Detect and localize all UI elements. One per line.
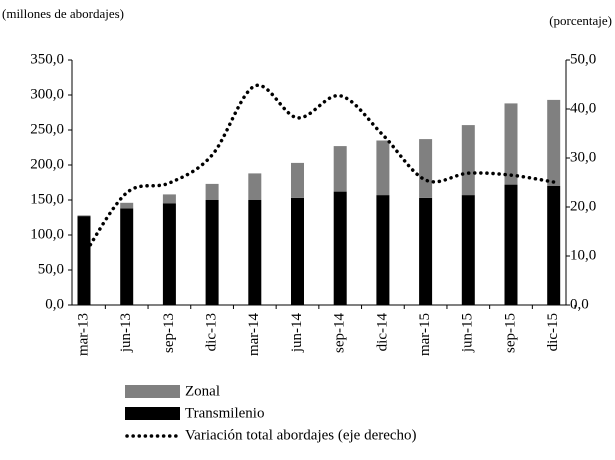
legend-label: Zonal [185, 383, 220, 399]
y-tick-label: 50,0 [38, 261, 64, 277]
bar [77, 216, 91, 305]
bar [291, 197, 304, 305]
y2-tick-label: 20,0 [570, 198, 596, 214]
y2-tick-label: 50,0 [570, 51, 596, 67]
y-tick-label: 300,0 [30, 86, 64, 102]
bar [461, 125, 475, 196]
y-tick-label: 150,0 [30, 191, 64, 207]
x-tick-label: mar-13 [75, 313, 91, 356]
x-tick-label: jun-14 [289, 313, 305, 354]
x-tick-label: mar-14 [246, 313, 262, 357]
bar [376, 195, 390, 305]
bar [547, 186, 561, 305]
bar [205, 200, 219, 305]
x-tick-label: dic-13 [204, 313, 220, 351]
x-tick-label: dic-15 [545, 313, 561, 351]
legend-swatch [125, 407, 180, 420]
bar [120, 202, 134, 209]
line [82, 83, 556, 257]
bar [162, 194, 176, 204]
bar [205, 183, 219, 200]
bar [419, 197, 433, 305]
y-tick-label: 0,0 [45, 296, 64, 312]
bar [333, 146, 347, 192]
bar [461, 195, 475, 305]
x-tick-label: sep-14 [332, 313, 348, 353]
bar [547, 99, 561, 186]
x-tick-label: jun-15 [460, 313, 476, 353]
bar [504, 103, 518, 185]
bar [248, 200, 262, 305]
y2-tick-label: 10,0 [570, 247, 596, 263]
x-tick-label: sep-13 [161, 313, 177, 353]
bar [419, 139, 433, 198]
legend-label: Transmilenio [185, 405, 264, 421]
y-tick-label: 200,0 [30, 156, 64, 172]
y2-tick-label: 30,0 [570, 149, 596, 165]
y2-axis-label: (porcentaje) [549, 13, 612, 28]
y2-tick-label: 0,0 [570, 296, 589, 312]
y-axis-label: (millones de abordajes) [2, 6, 124, 21]
x-tick-label: dic-14 [374, 313, 390, 352]
legend-label: Variación total abordajes (eje derecho) [185, 427, 417, 443]
bar [162, 203, 176, 305]
bar [333, 191, 347, 305]
bar [291, 162, 304, 198]
x-tick-label: sep-15 [502, 313, 518, 353]
y-tick-label: 100,0 [30, 226, 64, 242]
y2-tick-label: 40,0 [570, 100, 596, 116]
bar [376, 140, 390, 196]
x-tick-label: jun-13 [118, 313, 134, 353]
legend-swatch [125, 385, 180, 398]
y-tick-label: 250,0 [30, 121, 64, 137]
bar [120, 208, 134, 305]
bar [77, 215, 91, 217]
bar [504, 184, 518, 305]
bar [248, 173, 262, 200]
y-tick-label: 350,0 [30, 51, 64, 67]
x-tick-label: mar-15 [417, 313, 433, 356]
